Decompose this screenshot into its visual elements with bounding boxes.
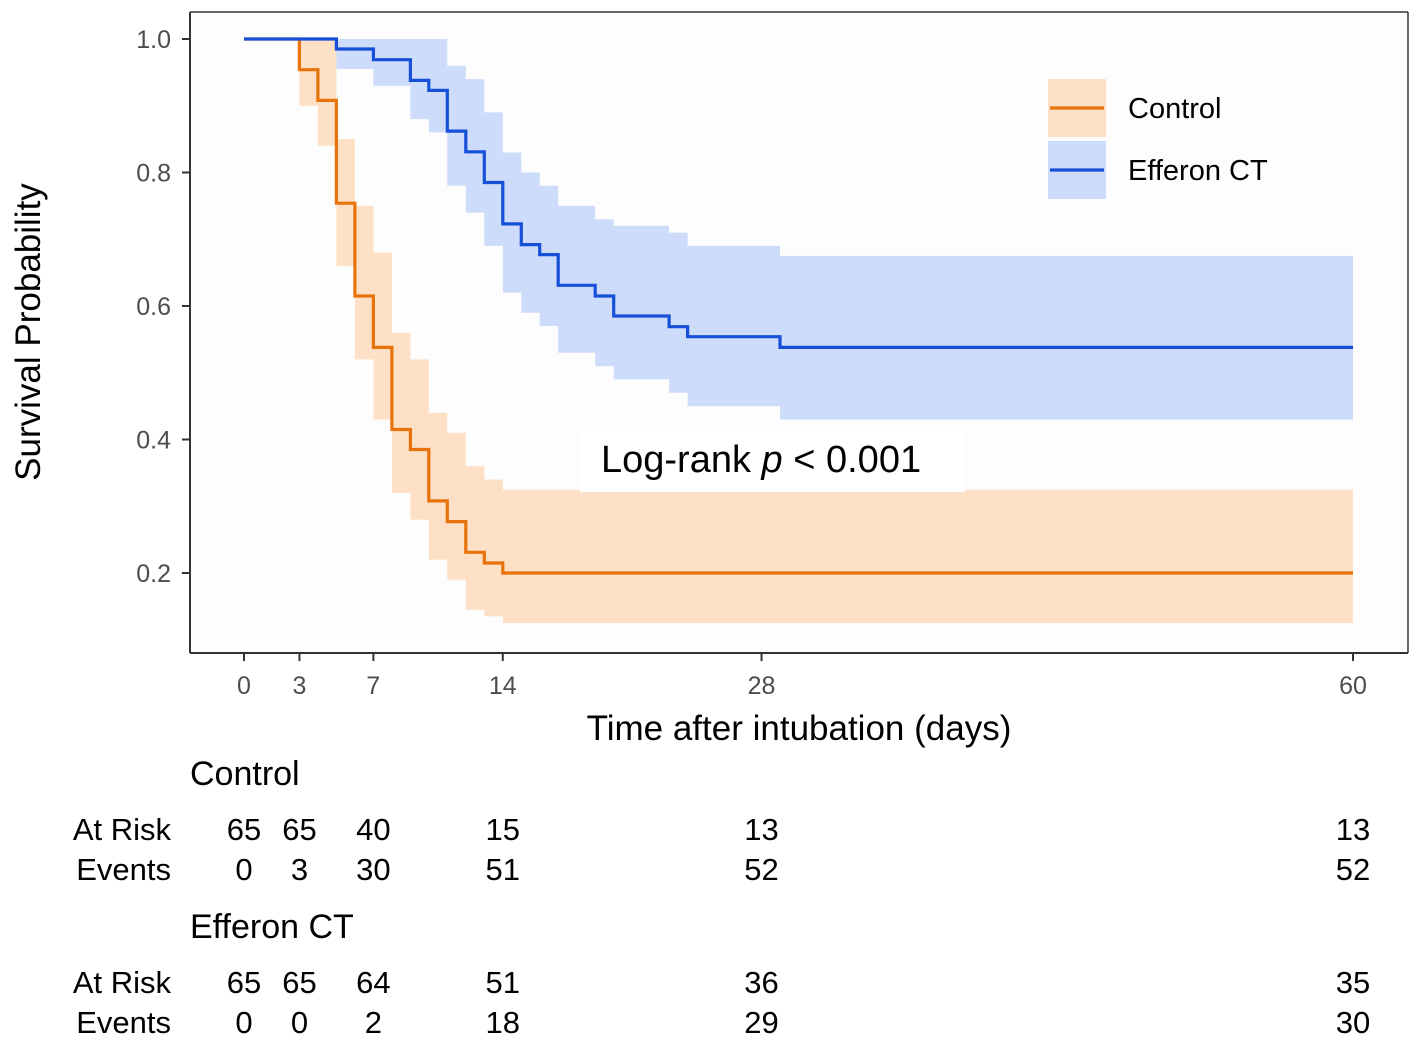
risk-cell: 64 [356,965,390,1000]
ci-band-control [244,39,1353,624]
annotation-suffix: < 0.001 [783,439,921,481]
risk-cell: 40 [356,812,390,847]
risk-row-label: At Risk [73,965,172,1000]
risk-cell: 0 [235,852,252,887]
risk-cell: 18 [486,1005,520,1040]
x-tick-label: 0 [237,672,251,700]
legend: Control Efferon CT [1048,79,1268,199]
risk-cell: 35 [1336,965,1370,1000]
annotation-p: p [761,439,783,481]
risk-cell: 65 [227,812,261,847]
risk-row-label: Events [76,1005,171,1040]
y-axis-title: Survival Probability [9,183,48,481]
x-axis-title: Time after intubation (days) [587,709,1012,748]
risk-cell: 65 [227,965,261,1000]
risk-row-label: At Risk [73,812,172,847]
risk-cell: 13 [744,812,778,847]
y-tick-label: 0.8 [136,160,171,188]
risk-cell: 0 [235,1005,252,1040]
y-tick-label: 1.0 [136,26,171,54]
x-tick-label: 7 [366,672,380,700]
risk-cell: 15 [486,812,520,847]
risk-group-title-control: Control [190,755,300,793]
risk-cell: 29 [744,1005,778,1040]
annotation-text: Log-rank p < 0.001 [601,439,921,481]
legend-label-efferon-ct: Efferon CT [1128,155,1268,187]
y-tick-label: 0.6 [136,293,171,321]
annotation-group: Log-rank p < 0.001 [580,430,965,492]
y-tick-label: 0.2 [136,560,171,588]
risk-cell: 30 [356,852,390,887]
risk-cell: 65 [282,812,316,847]
risk-row-label: Events [76,852,171,887]
risk-group-title-efferon-ct: Efferon CT [190,908,354,946]
annotation-prefix: Log-rank [601,439,762,481]
risk-cell: 2 [365,1005,382,1040]
risk-cell: 30 [1336,1005,1370,1040]
risk-cell: 51 [486,852,520,887]
risk-cell: 13 [1336,812,1370,847]
survival-line-efferon-ct [244,37,1353,349]
risk-cell: 52 [744,852,778,887]
x-tick-label: 3 [292,672,306,700]
survival-line-control [244,37,1353,575]
risk-cell: 51 [486,965,520,1000]
ci-band-efferon-ct [244,39,1353,420]
risk-cell: 65 [282,965,316,1000]
x-tick-label: 14 [489,672,517,700]
legend-label-control: Control [1128,93,1222,125]
risk-cell: 0 [291,1005,308,1040]
y-tick-label: 0.4 [136,427,171,455]
risk-cell: 36 [744,965,778,1000]
x-tick-label: 28 [748,672,776,700]
risk-cell: 52 [1336,852,1370,887]
x-tick-label: 60 [1339,672,1367,700]
risk-cell: 3 [291,852,308,887]
annotation-box [580,430,965,492]
